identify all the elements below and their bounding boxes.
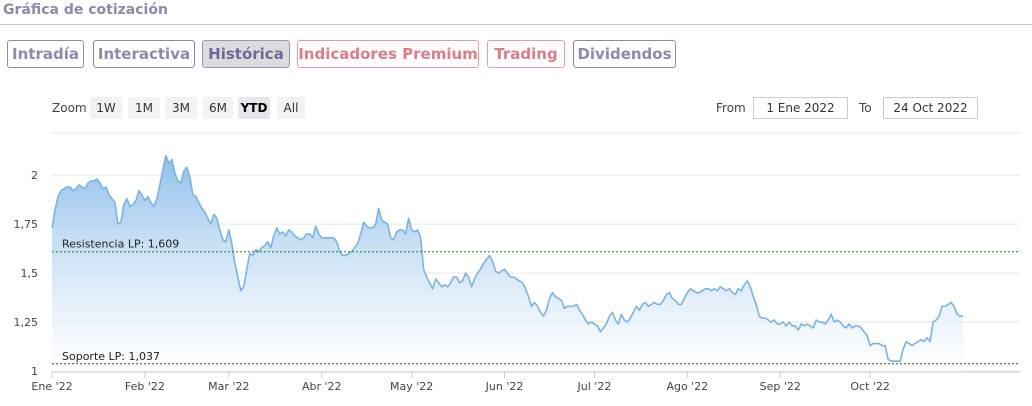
x-tick-label: Oct '22 [850, 380, 890, 393]
page-title: Gráfica de cotización [3, 2, 168, 18]
y-tick-label: 1,5 [21, 267, 39, 280]
y-tick-label: 1,75 [14, 218, 39, 231]
y-tick-label: 2 [31, 169, 38, 182]
series-area [52, 155, 964, 372]
y-tick-label: 1 [31, 365, 38, 378]
tab-dividendos[interactable]: Dividendos [573, 40, 676, 68]
tab-intradia[interactable]: Intradía [7, 40, 84, 68]
x-tick-label: Mar '22 [208, 380, 249, 393]
zoom-button-ytd[interactable]: YTD [238, 97, 270, 119]
zoom-button-1m[interactable]: 1M [128, 97, 160, 119]
from-label: From [716, 101, 746, 115]
to-label: To [859, 101, 872, 115]
from-date-input[interactable]: 1 Ene 2022 [753, 97, 848, 119]
support-label: Soporte LP: 1,037 [62, 350, 160, 363]
x-tick-label: Ene '22 [31, 380, 72, 393]
x-tick-label: Jun '22 [485, 380, 524, 393]
x-tick-label: Ago '22 [666, 380, 708, 393]
series-line [51, 154, 964, 363]
tab-interactiva[interactable]: Interactiva [93, 40, 195, 68]
zoom-label: Zoom [52, 101, 87, 115]
x-tick-label: Abr '22 [302, 380, 342, 393]
x-tick-label: Sep '22 [760, 380, 801, 393]
x-tick-label: Feb '22 [125, 380, 165, 393]
zoom-button-all[interactable]: All [277, 97, 305, 119]
resistance-label: Resistencia LP: 1,609 [62, 238, 179, 251]
x-tick-label: Jul '22 [577, 380, 612, 393]
to-date-input[interactable]: 24 Oct 2022 [883, 97, 978, 119]
reference-lines: Resistencia LP: 1,609 Soporte LP: 1,037 [52, 238, 1020, 365]
y-axis: 2 1,75 1,5 1,25 1 [14, 169, 39, 378]
zoom-button-1w[interactable]: 1W [90, 97, 122, 119]
chart-area-layer [51, 154, 964, 372]
tab-historica[interactable]: Histórica [202, 40, 290, 68]
x-tick-label: May '22 [390, 380, 433, 393]
zoom-button-3m[interactable]: 3M [165, 97, 197, 119]
header-divider [0, 24, 1032, 25]
tab-trading[interactable]: Trading [487, 40, 565, 68]
tab-indicadores-premium[interactable]: Indicadores Premium [297, 40, 479, 68]
y-tick-label: 1,25 [14, 316, 39, 329]
x-axis: Ene '22 Feb '22 Mar '22 Abr '22 May '22 Jun '… [31, 371, 1020, 393]
zoom-button-6m[interactable]: 6M [203, 97, 233, 119]
